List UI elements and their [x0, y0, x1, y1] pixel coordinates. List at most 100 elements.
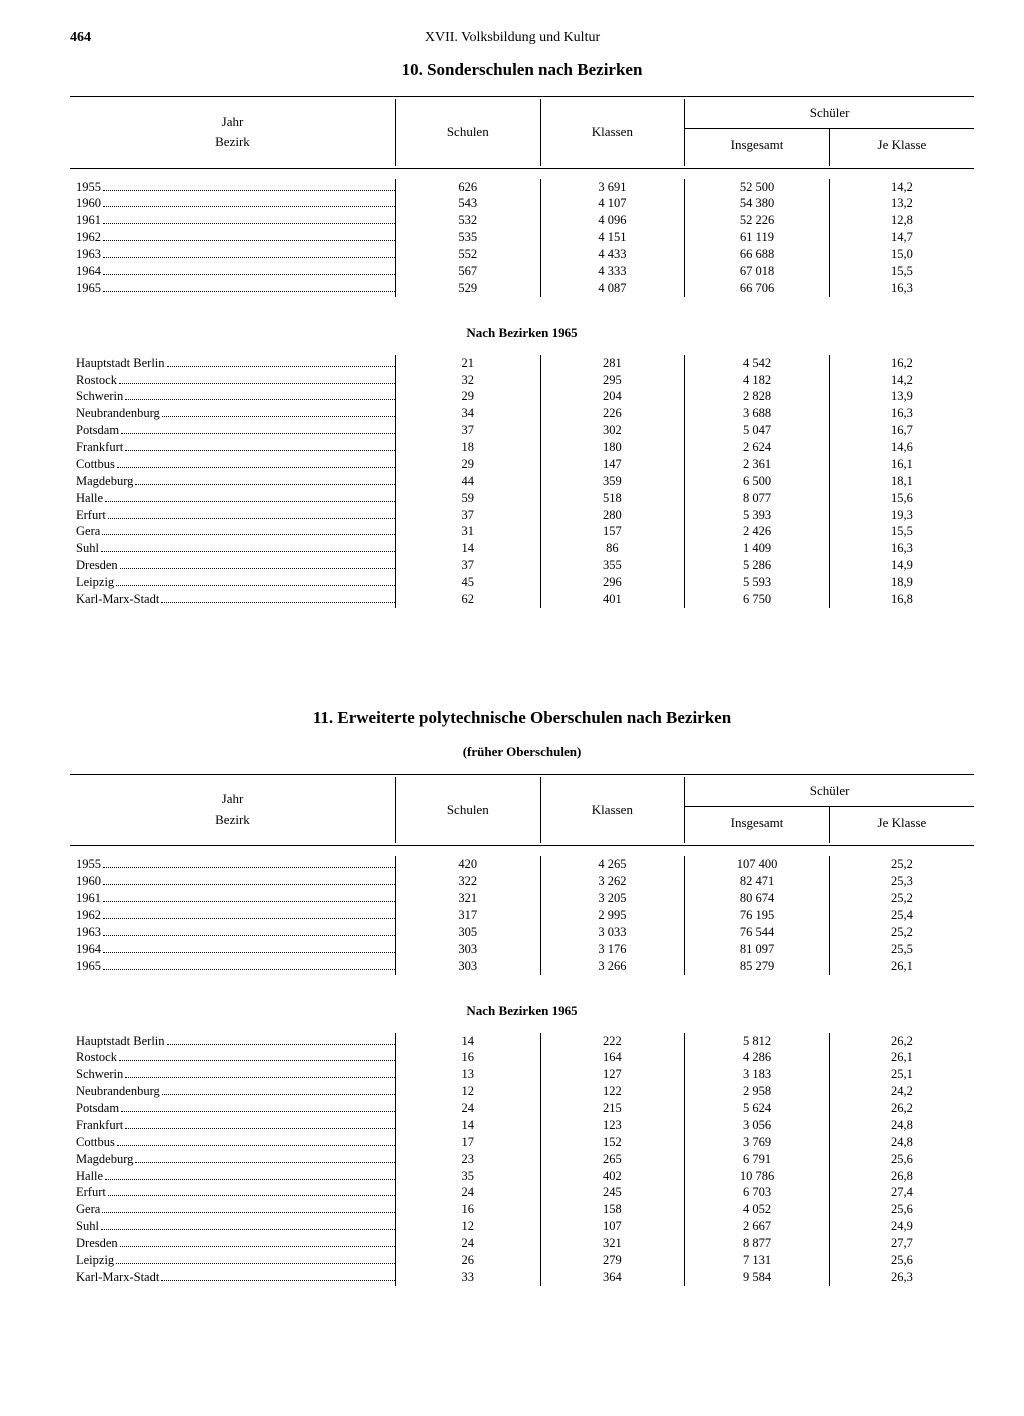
row-schools: 552 — [395, 246, 540, 263]
row-per-class: 24,2 — [829, 1083, 974, 1100]
table-row: Gera311572 42615,5 — [70, 523, 974, 540]
row-classes: 4 096 — [540, 212, 685, 229]
row-schools: 29 — [395, 388, 540, 405]
table-row: Karl-Marx-Stadt333649 58426,3 — [70, 1269, 974, 1286]
row-schools: 35 — [395, 1168, 540, 1185]
row-per-class: 12,8 — [829, 212, 974, 229]
row-schools: 13 — [395, 1066, 540, 1083]
row-label: Schwerin — [70, 388, 395, 405]
row-total: 76 195 — [685, 907, 830, 924]
row-per-class: 14,6 — [829, 439, 974, 456]
row-classes: 204 — [540, 388, 685, 405]
row-classes: 152 — [540, 1134, 685, 1151]
row-classes: 86 — [540, 540, 685, 557]
row-classes: 321 — [540, 1235, 685, 1252]
row-label: Halle — [70, 1168, 395, 1185]
page-header: XVII. Volksbildung und Kultur — [91, 30, 934, 46]
row-total: 10 786 — [685, 1168, 830, 1185]
row-classes: 158 — [540, 1201, 685, 1218]
table-row: 19625354 15161 11914,7 — [70, 229, 974, 246]
row-total: 3 769 — [685, 1134, 830, 1151]
row-schools: 322 — [395, 873, 540, 890]
row-total: 4 052 — [685, 1201, 830, 1218]
row-total: 5 286 — [685, 557, 830, 574]
row-per-class: 26,2 — [829, 1033, 974, 1050]
row-schools: 14 — [395, 540, 540, 557]
row-label: 1960 — [70, 195, 395, 212]
row-classes: 518 — [540, 490, 685, 507]
row-per-class: 25,4 — [829, 907, 974, 924]
table-row: Leipzig452965 59318,9 — [70, 574, 974, 591]
row-classes: 279 — [540, 1252, 685, 1269]
row-per-class: 25,2 — [829, 924, 974, 941]
row-per-class: 27,4 — [829, 1184, 974, 1201]
section11-districts-caption: Nach Bezirken 1965 — [70, 1003, 974, 1019]
row-total: 5 393 — [685, 507, 830, 524]
row-schools: 34 — [395, 405, 540, 422]
row-label: 1965 — [70, 958, 395, 975]
row-classes: 295 — [540, 372, 685, 389]
row-classes: 180 — [540, 439, 685, 456]
row-classes: 107 — [540, 1218, 685, 1235]
table-row: Gera161584 05225,6 — [70, 1201, 974, 1218]
row-total: 2 624 — [685, 439, 830, 456]
row-schools: 21 — [395, 355, 540, 372]
section11-subtitle: (früher Oberschulen) — [70, 744, 974, 760]
row-total: 6 791 — [685, 1151, 830, 1168]
row-per-class: 25,6 — [829, 1151, 974, 1168]
row-per-class: 16,3 — [829, 540, 974, 557]
row-total: 3 688 — [685, 405, 830, 422]
row-total: 5 812 — [685, 1033, 830, 1050]
row-classes: 265 — [540, 1151, 685, 1168]
row-schools: 529 — [395, 280, 540, 297]
row-total: 5 593 — [685, 574, 830, 591]
row-classes: 215 — [540, 1100, 685, 1117]
row-classes: 4 433 — [540, 246, 685, 263]
row-total: 3 183 — [685, 1066, 830, 1083]
col-pupils-group: Schüler — [685, 777, 974, 806]
row-label: 1962 — [70, 907, 395, 924]
col-pupils-total: Insgesamt — [685, 806, 830, 843]
row-total: 6 703 — [685, 1184, 830, 1201]
row-total: 3 056 — [685, 1117, 830, 1134]
row-total: 2 828 — [685, 388, 830, 405]
row-total: 52 500 — [685, 179, 830, 196]
row-per-class: 15,0 — [829, 246, 974, 263]
row-per-class: 25,6 — [829, 1201, 974, 1218]
row-schools: 18 — [395, 439, 540, 456]
row-total: 81 097 — [685, 941, 830, 958]
row-label: Potsdam — [70, 422, 395, 439]
table-row: 19605434 10754 38013,2 — [70, 195, 974, 212]
row-schools: 317 — [395, 907, 540, 924]
table-row: 19643033 17681 09725,5 — [70, 941, 974, 958]
row-label: Dresden — [70, 557, 395, 574]
table-row: Erfurt242456 70327,4 — [70, 1184, 974, 1201]
row-classes: 123 — [540, 1117, 685, 1134]
row-per-class: 26,1 — [829, 1049, 974, 1066]
row-classes: 355 — [540, 557, 685, 574]
row-classes: 4 265 — [540, 856, 685, 873]
row-per-class: 18,1 — [829, 473, 974, 490]
row-per-class: 16,2 — [829, 355, 974, 372]
row-label: Magdeburg — [70, 1151, 395, 1168]
row-classes: 4 333 — [540, 263, 685, 280]
table-row: Leipzig262797 13125,6 — [70, 1252, 974, 1269]
section11-title: 11. Erweiterte polytechnische Oberschule… — [70, 708, 974, 728]
row-schools: 14 — [395, 1033, 540, 1050]
row-schools: 14 — [395, 1117, 540, 1134]
row-label: Erfurt — [70, 1184, 395, 1201]
table-row: Dresden243218 87727,7 — [70, 1235, 974, 1252]
row-per-class: 25,5 — [829, 941, 974, 958]
table-row: Hauptstadt Berlin212814 54216,2 — [70, 355, 974, 372]
row-schools: 567 — [395, 263, 540, 280]
row-classes: 122 — [540, 1083, 685, 1100]
row-label: Hauptstadt Berlin — [70, 355, 395, 372]
row-label: Neubrandenburg — [70, 405, 395, 422]
row-total: 8 877 — [685, 1235, 830, 1252]
row-schools: 543 — [395, 195, 540, 212]
table-row: Frankfurt181802 62414,6 — [70, 439, 974, 456]
table-row: 19633053 03376 54425,2 — [70, 924, 974, 941]
row-classes: 3 205 — [540, 890, 685, 907]
row-per-class: 16,7 — [829, 422, 974, 439]
row-per-class: 15,5 — [829, 263, 974, 280]
